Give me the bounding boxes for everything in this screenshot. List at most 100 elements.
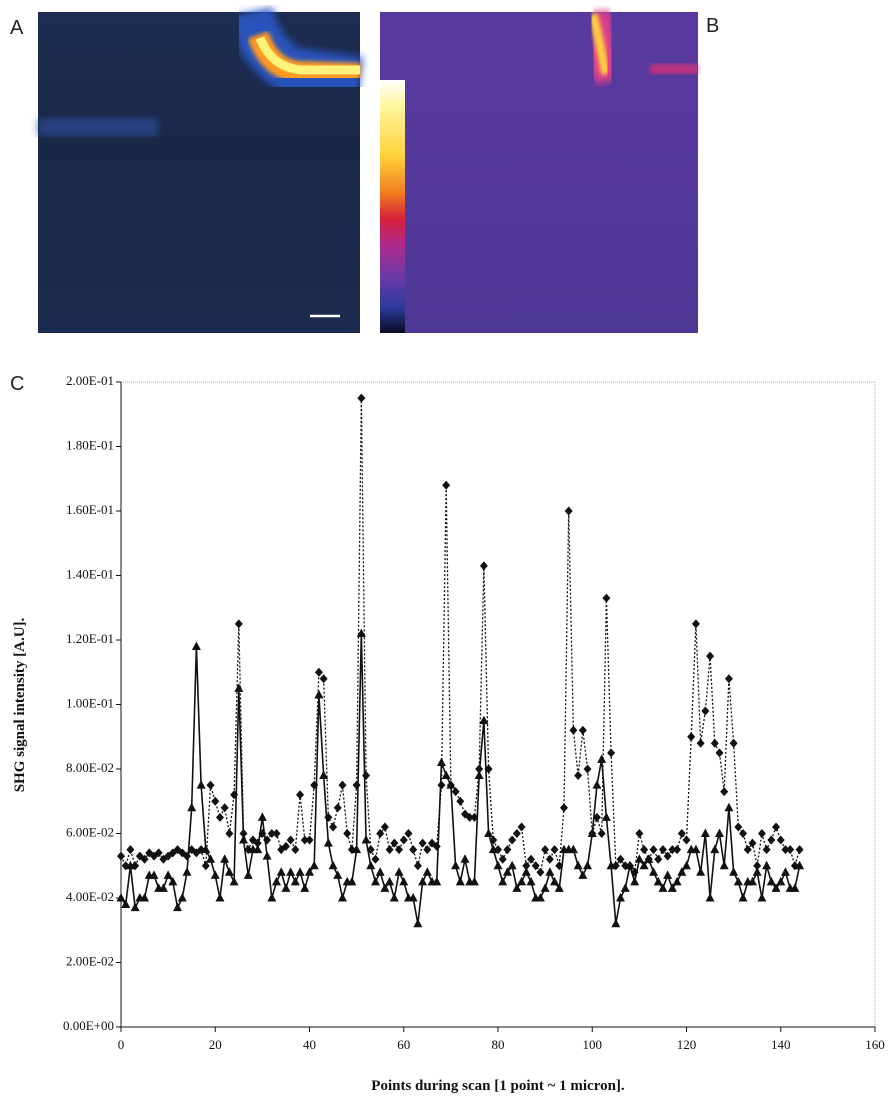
data-point [512,883,522,892]
data-point [687,732,696,742]
data-point [385,876,395,886]
data-point [517,876,527,886]
data-point [531,861,540,871]
data-point [677,829,686,838]
data-point [545,867,555,876]
data-point [352,844,362,854]
data-point [286,835,295,845]
data-point [380,883,390,892]
data-point [314,667,323,677]
data-point [691,844,701,854]
data-point [352,780,361,790]
data-point [536,867,545,877]
data-point [248,835,257,845]
plot-frame [120,381,876,1028]
data-point [220,803,229,813]
data-point [158,883,168,892]
data-point [210,870,220,879]
data-point [772,822,781,832]
data-point [347,876,357,886]
data-point [201,861,210,871]
data-point [329,822,338,832]
data-point [729,867,739,876]
data-point [290,876,300,886]
data-point [333,870,343,879]
data-point [272,829,281,838]
data-point [375,867,385,876]
data-point [502,867,512,876]
data-point [724,674,733,684]
data-point [550,845,559,855]
data-point [239,834,249,844]
data-point [545,854,554,864]
data-point [389,893,399,902]
data-point [257,812,267,821]
x-tick-label: 40 [303,1037,316,1052]
data-point [696,738,705,748]
data-point [356,628,366,638]
data-point [225,829,234,838]
data-point [281,841,290,851]
data-point [748,838,757,848]
data-point [305,835,314,845]
y-tick-label: 2.00E-01 [66,373,114,388]
data-point [611,918,621,928]
data-point [790,883,800,892]
data-point [488,844,498,854]
data-point [451,860,461,870]
data-point [743,845,752,855]
data-point [696,867,706,876]
data-point [583,860,593,870]
data-point [323,838,333,847]
y-tick-label: 1.20E-01 [66,631,114,646]
data-point [125,860,135,870]
data-point [508,835,517,845]
data-point [573,860,583,870]
data-point [540,883,550,892]
data-point [795,845,804,855]
data-point [423,845,432,855]
data-point [446,780,456,789]
data-point [776,876,786,886]
data-point [319,770,329,779]
data-point [460,854,470,863]
y-axis-title: SHG signal intensity [A.U]. [12,617,28,792]
x-tick-label: 20 [209,1037,222,1052]
data-point [343,829,352,838]
data-point [149,870,159,879]
data-point [752,867,762,876]
data-point [380,822,389,832]
data-point [517,822,526,832]
data-point [328,860,338,870]
data-point [649,867,659,876]
data-point [640,845,649,855]
data-point [635,829,644,838]
data-point [724,802,734,812]
data-point [418,876,428,886]
data-point [522,861,531,871]
data-point [441,770,451,779]
data-point [601,812,611,821]
data-point [521,867,531,876]
data-point [620,883,630,892]
data-point [634,854,644,863]
data-point [173,902,183,912]
data-point [498,854,507,864]
data-point [574,770,583,780]
data-point [432,876,442,886]
y-tick-label: 1.00E-01 [66,695,114,710]
data-point [409,845,418,855]
data-point [630,876,640,886]
data-point [177,893,187,902]
data-point [667,883,677,892]
data-point [465,812,474,822]
x-tick-label: 100 [583,1037,603,1052]
data-point [668,845,677,855]
data-point [163,870,173,879]
data-point [404,829,413,838]
panel-a-image [38,6,364,333]
data-point [512,829,521,838]
data-point [720,787,729,797]
data-point [479,561,488,571]
